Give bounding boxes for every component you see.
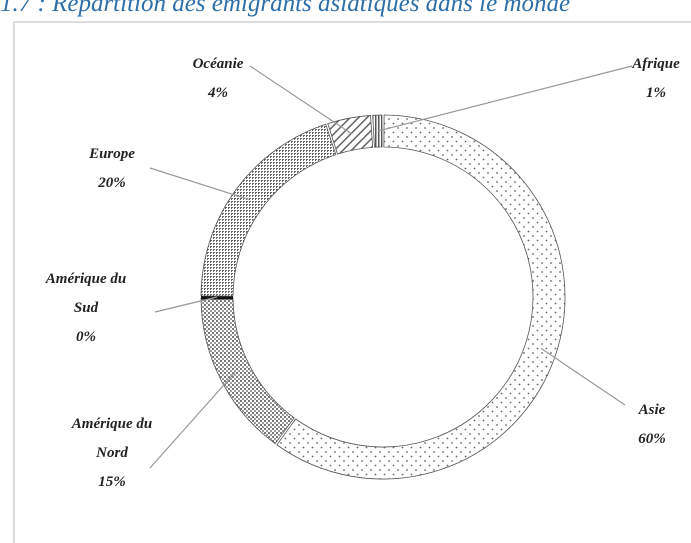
donut-slice <box>327 115 374 155</box>
leader-line <box>149 167 249 200</box>
value-label: 20% <box>98 175 126 191</box>
donut-slice <box>276 114 566 480</box>
value-label: 4% <box>208 85 228 101</box>
leader-line <box>154 296 218 313</box>
leader-line <box>377 65 633 132</box>
chart-title: 1.7 : Répartition des émigrants asiatiqu… <box>0 0 571 17</box>
slice-label: Amérique du Nord <box>71 416 153 461</box>
value-label: 15% <box>98 474 126 490</box>
donut-slice <box>200 297 295 445</box>
donut-slice <box>200 123 337 297</box>
chart-frame <box>13 21 691 543</box>
value-label: 1% <box>646 85 666 101</box>
slice-label: Océanie <box>192 56 244 72</box>
donut-slice <box>372 114 383 148</box>
value-label: 0% <box>76 329 96 345</box>
leader-line <box>249 65 353 135</box>
slice-label: Asie <box>638 402 666 418</box>
slice-label: Europe <box>89 146 135 162</box>
leader-line <box>540 347 626 406</box>
slice-label: Amérique du Sud <box>45 271 127 316</box>
slice-label: Afrique <box>632 56 680 72</box>
value-label: 60% <box>638 431 666 447</box>
leader-line <box>149 371 236 469</box>
